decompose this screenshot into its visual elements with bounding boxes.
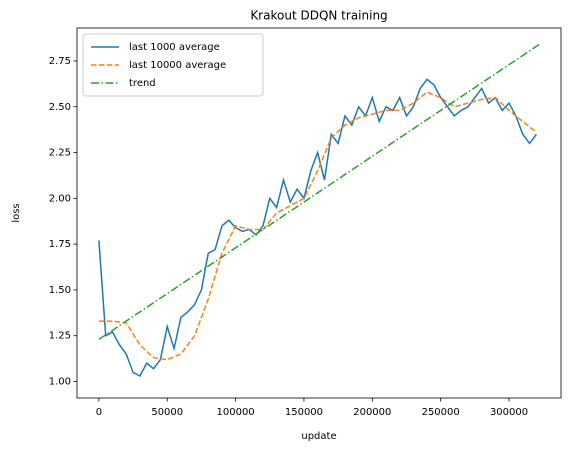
y-tick-label: 1.75: [49, 239, 71, 250]
y-tick-label: 1.50: [49, 285, 71, 296]
series-line: [98, 43, 540, 341]
y-axis-label: loss: [11, 203, 22, 222]
y-tick-label: 2.25: [49, 148, 71, 159]
y-tick-label: 2.00: [49, 193, 71, 204]
axes-frame: [76, 27, 562, 399]
x-tick-label: 300000: [490, 407, 528, 418]
x-tick-label: 0: [96, 407, 102, 418]
x-tick-label: 200000: [353, 407, 391, 418]
legend-box: [82, 33, 264, 97]
chart-title: Krakout DDQN training: [250, 9, 387, 23]
x-tick-label: 150000: [285, 407, 323, 418]
y-tick-label: 2.50: [49, 102, 71, 113]
series-line: [98, 78, 537, 378]
x-tick-label: 250000: [422, 407, 460, 418]
y-tick-label: 1.25: [49, 331, 71, 342]
y-tick-label: 1.00: [49, 377, 71, 388]
y-tick-label: 2.75: [49, 56, 71, 67]
x-axis-label: update: [301, 431, 336, 442]
legend-label: last 10000 average: [129, 60, 226, 71]
x-tick-label: 100000: [217, 407, 255, 418]
x-tick-label: 50000: [151, 407, 183, 418]
legend-label: trend: [129, 78, 156, 89]
legend-label: last 1000 average: [129, 42, 220, 53]
series-line: [98, 91, 537, 361]
